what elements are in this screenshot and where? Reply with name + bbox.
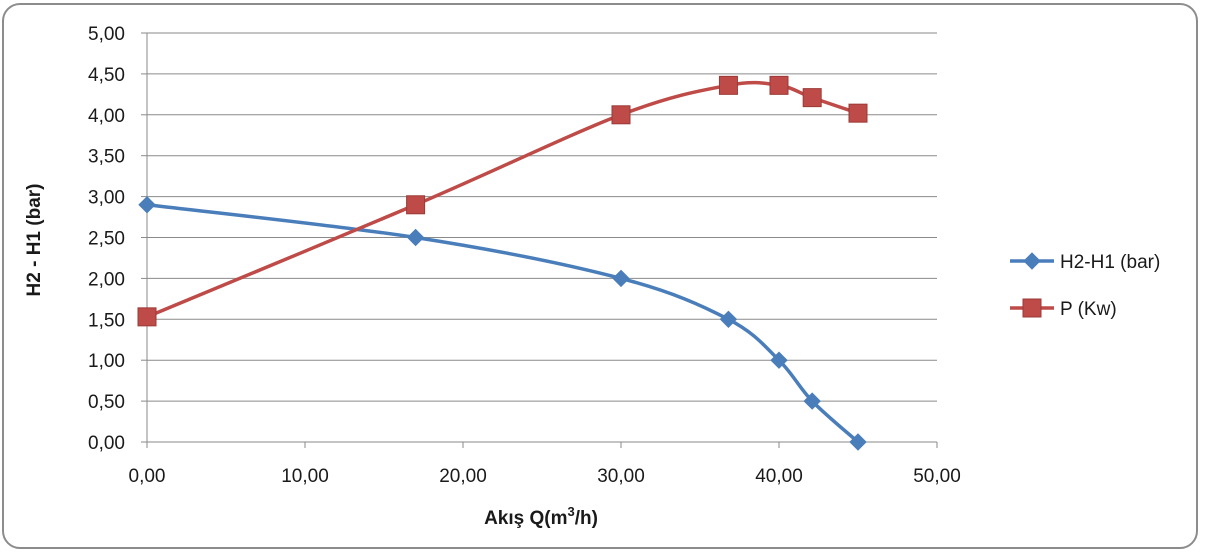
data-point-series-1 (770, 351, 788, 369)
y-tick-label: 0,50 (88, 392, 125, 413)
y-tick-label: 2,50 (88, 229, 125, 250)
x-tick-label: 50,00 (913, 466, 961, 487)
legend-marker-2 (1022, 298, 1042, 318)
y-tick-labels: 0,00 0,50 1,00 1,50 2,00 2,50 3,00 3,50 4,00 4,50… (88, 24, 125, 454)
series-markers (137, 75, 868, 451)
y-tick-label: 3,50 (88, 147, 125, 168)
x-axis-title-superscript: 3 (567, 504, 574, 519)
x-tick-labels: 0,00 10,00 20,00 30,00 40,00 50,00 (129, 466, 961, 487)
y-tick-label: 4,50 (88, 65, 125, 86)
data-point-series-1 (719, 310, 738, 329)
data-point-series-2 (802, 88, 822, 108)
y-tick-label: 0,00 (88, 433, 125, 454)
data-point-series-1 (406, 228, 425, 247)
data-point-series-2 (137, 307, 157, 327)
y-tick-label: 1,50 (88, 310, 125, 331)
data-point-series-2 (718, 75, 738, 95)
data-point-series-2 (611, 105, 631, 125)
y-tick-label: 4,00 (88, 106, 125, 127)
legend-marker-1 (1023, 252, 1041, 270)
data-point-series-2 (769, 75, 789, 95)
x-tick-label: 40,00 (755, 466, 803, 487)
x-axis-title-main: Akış Q(m (484, 508, 567, 529)
chart-frame (2, 3, 1198, 549)
x-tick-label: 30,00 (597, 466, 645, 487)
data-point-series-1 (849, 433, 867, 451)
data-point-series-2 (848, 103, 868, 123)
series-lines (146, 80, 860, 444)
legend-label-2: P (Kw) (1060, 299, 1117, 320)
data-point-series-1 (138, 196, 156, 214)
x-tick-label: 10,00 (281, 466, 329, 487)
legend: H2-H1 (bar) P (Kw) (1010, 252, 1160, 320)
y-tick-label: 2,00 (88, 269, 125, 290)
legend-label-1: H2-H1 (bar) (1060, 252, 1160, 273)
data-point-series-1 (803, 392, 821, 410)
x-axis-title-end: /h) (575, 508, 598, 529)
x-axis-title: Akış Q(m3/h) (484, 504, 598, 529)
x-tick-label: 20,00 (439, 466, 487, 487)
y-tick-label: 5,00 (88, 24, 125, 45)
series-line-2 (146, 80, 859, 319)
y-tick-label: 3,00 (88, 188, 125, 209)
series-line-1 (146, 203, 860, 444)
data-point-series-1 (612, 269, 630, 288)
y-tick-label: 1,00 (88, 351, 125, 372)
data-point-series-2 (406, 195, 426, 215)
y-axis-title: H2 - H1 (bar) (24, 184, 45, 297)
x-tick-label: 0,00 (129, 466, 166, 487)
